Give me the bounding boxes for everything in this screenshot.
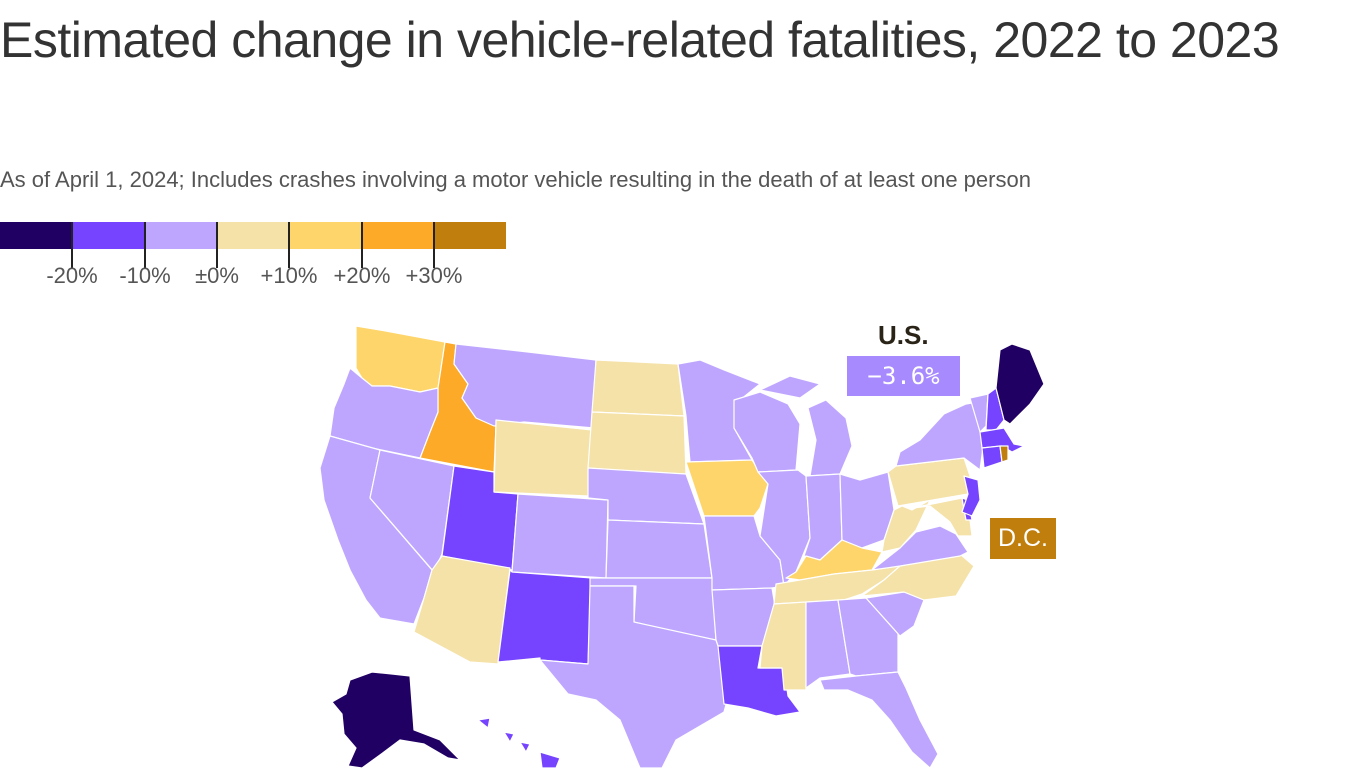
state-CO[interactable] bbox=[511, 493, 609, 579]
legend-tick-labels: -20% -10% ±0% +10% +20% +30% bbox=[0, 263, 506, 299]
us-callout-label: U.S. bbox=[878, 320, 929, 350]
legend-tick bbox=[216, 222, 218, 268]
dc-callout-label: D.C. bbox=[990, 518, 1056, 559]
legend-swatch bbox=[144, 222, 217, 249]
legend-tick bbox=[144, 222, 146, 268]
state-KS[interactable] bbox=[605, 519, 713, 579]
legend-swatch bbox=[289, 222, 362, 249]
legend-swatch bbox=[72, 222, 145, 249]
state-MT[interactable] bbox=[453, 343, 597, 429]
legend-swatch bbox=[433, 222, 507, 249]
tick-label: +30% bbox=[405, 263, 463, 288]
state-NM[interactable] bbox=[497, 569, 593, 665]
tick-label: ±0% bbox=[195, 263, 239, 288]
state-NJ[interactable] bbox=[961, 475, 981, 517]
state-AL[interactable] bbox=[805, 599, 851, 689]
chart-subtitle: As of April 1, 2024; Includes crashes in… bbox=[0, 167, 1031, 192]
legend-tick bbox=[361, 222, 363, 268]
state-ME[interactable] bbox=[995, 343, 1045, 425]
legend-swatch bbox=[216, 222, 290, 249]
legend-swatch bbox=[361, 222, 434, 249]
chart-title: Estimated change in vehicle-related fata… bbox=[0, 12, 1280, 68]
state-MI[interactable] bbox=[759, 375, 853, 477]
tick-label: -20% bbox=[46, 263, 98, 288]
legend-ticks bbox=[0, 222, 506, 269]
state-NH[interactable] bbox=[985, 387, 1005, 431]
state-WY[interactable] bbox=[493, 419, 593, 497]
state-FL[interactable] bbox=[819, 671, 939, 768]
color-legend: -20% -10% ±0% +10% +20% +30% bbox=[0, 222, 507, 299]
legend-tick bbox=[288, 222, 290, 268]
state-CT[interactable] bbox=[981, 445, 1003, 469]
state-WA[interactable] bbox=[355, 325, 446, 393]
legend-tick bbox=[71, 222, 73, 268]
us-callout-value: −3.6% bbox=[847, 356, 960, 396]
state-TX[interactable] bbox=[539, 585, 733, 768]
state-SD[interactable] bbox=[587, 411, 687, 475]
state-OR[interactable] bbox=[329, 367, 439, 459]
legend-swatch bbox=[0, 222, 73, 249]
state-AK[interactable] bbox=[331, 671, 461, 768]
tick-label: +10% bbox=[260, 263, 318, 288]
tick-label: -10% bbox=[119, 263, 171, 288]
state-RI[interactable] bbox=[999, 445, 1009, 463]
state-LA[interactable] bbox=[717, 645, 801, 717]
state-ND[interactable] bbox=[591, 359, 685, 417]
legend-bar bbox=[0, 222, 507, 249]
state-NY[interactable] bbox=[895, 401, 985, 471]
tick-label: +20% bbox=[333, 263, 391, 288]
state-HI[interactable] bbox=[477, 717, 561, 768]
legend-tick bbox=[433, 222, 435, 268]
